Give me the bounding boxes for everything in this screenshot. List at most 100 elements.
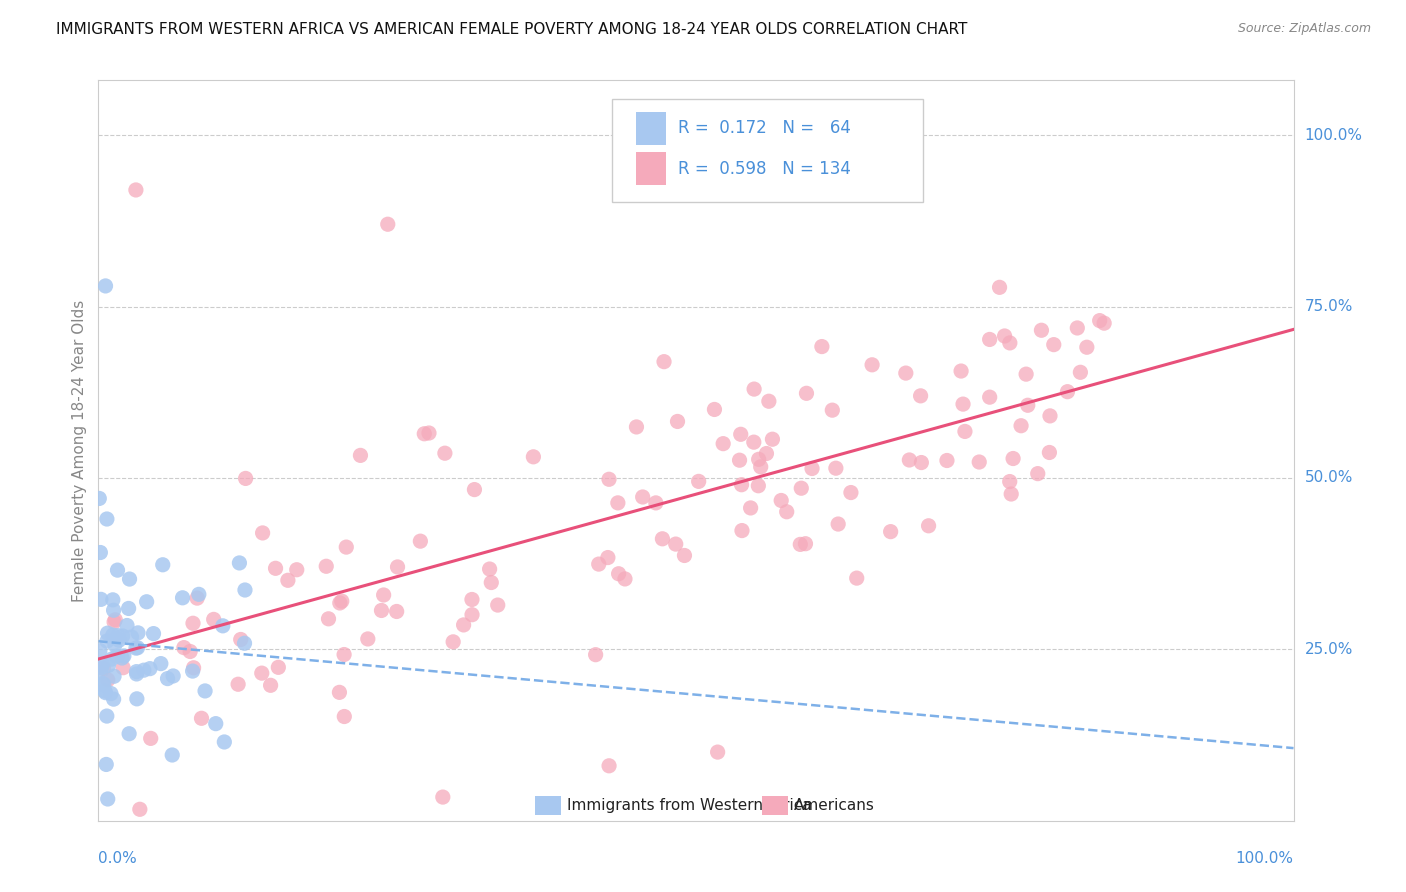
Point xyxy=(673,549,696,563)
Point xyxy=(173,640,195,655)
Point xyxy=(211,619,233,633)
Bar xyxy=(534,797,561,814)
Point xyxy=(827,516,849,531)
Point xyxy=(333,709,356,723)
Point xyxy=(794,537,817,551)
Point xyxy=(264,561,287,575)
Point xyxy=(127,640,149,655)
Point xyxy=(373,588,395,602)
Point xyxy=(115,618,138,632)
Text: 50.0%: 50.0% xyxy=(1305,470,1353,485)
Point xyxy=(898,453,921,467)
Point xyxy=(1002,451,1025,466)
Point xyxy=(749,459,772,474)
Point xyxy=(486,598,509,612)
Point xyxy=(91,657,114,672)
Point xyxy=(285,563,308,577)
Point xyxy=(776,505,799,519)
Point xyxy=(118,727,141,741)
Point xyxy=(988,280,1011,294)
FancyBboxPatch shape xyxy=(613,99,922,202)
Point xyxy=(90,661,112,675)
Point xyxy=(89,665,111,680)
Point xyxy=(413,426,436,441)
Point xyxy=(349,449,371,463)
Point xyxy=(731,524,754,538)
Point xyxy=(103,615,125,629)
Point xyxy=(979,390,1001,404)
Point xyxy=(606,496,628,510)
Point xyxy=(357,632,380,646)
Point xyxy=(103,603,125,617)
Point xyxy=(172,591,194,605)
Point xyxy=(1056,384,1078,399)
Text: 25.0%: 25.0% xyxy=(1305,641,1353,657)
Point xyxy=(585,648,607,662)
Text: 100.0%: 100.0% xyxy=(1305,128,1362,143)
Point xyxy=(235,471,257,485)
Point xyxy=(706,745,728,759)
Point xyxy=(93,661,115,675)
Point xyxy=(229,632,252,647)
Point xyxy=(96,634,118,648)
Point xyxy=(103,692,125,706)
Point xyxy=(758,394,780,409)
Point xyxy=(149,657,172,671)
Point xyxy=(333,648,356,662)
Point xyxy=(998,335,1021,350)
Point xyxy=(613,572,636,586)
Point xyxy=(742,435,765,450)
Point xyxy=(796,386,818,401)
Point xyxy=(370,603,392,617)
Point xyxy=(112,661,135,675)
Point xyxy=(335,540,357,554)
Text: Immigrants from Western Africa: Immigrants from Western Africa xyxy=(567,797,811,813)
Point xyxy=(910,389,932,403)
Point xyxy=(409,534,432,549)
Point xyxy=(97,673,120,687)
Point xyxy=(432,790,454,805)
Point xyxy=(139,731,162,746)
Point xyxy=(187,587,209,601)
Point xyxy=(330,594,353,608)
Point xyxy=(385,605,408,619)
Point xyxy=(387,560,409,574)
Point xyxy=(626,420,648,434)
Point xyxy=(461,607,484,622)
Bar xyxy=(637,153,666,186)
Point xyxy=(96,757,118,772)
Point xyxy=(1042,337,1064,351)
Point xyxy=(135,595,157,609)
Point xyxy=(761,432,783,446)
Point xyxy=(329,596,352,610)
Point xyxy=(845,571,868,585)
Point xyxy=(100,652,122,666)
Point xyxy=(156,672,179,686)
Point xyxy=(894,366,917,380)
Point xyxy=(125,641,148,656)
Point xyxy=(111,629,134,643)
Point xyxy=(588,557,610,571)
Point xyxy=(89,545,111,559)
Point xyxy=(598,472,620,486)
Point xyxy=(181,616,204,631)
Point xyxy=(1015,367,1038,381)
Point xyxy=(747,479,769,493)
Point xyxy=(703,402,725,417)
Point xyxy=(259,678,281,692)
Point xyxy=(522,450,544,464)
Point xyxy=(666,414,689,428)
Point xyxy=(315,559,337,574)
Point xyxy=(105,648,128,663)
Point xyxy=(1039,409,1062,423)
Point xyxy=(1026,467,1049,481)
Point xyxy=(125,665,148,679)
Point xyxy=(96,626,118,640)
Point xyxy=(730,477,752,491)
Point xyxy=(688,475,710,489)
Point xyxy=(125,183,148,197)
Point xyxy=(1092,316,1115,330)
Point xyxy=(478,562,501,576)
Point xyxy=(453,618,475,632)
Point xyxy=(97,658,120,673)
